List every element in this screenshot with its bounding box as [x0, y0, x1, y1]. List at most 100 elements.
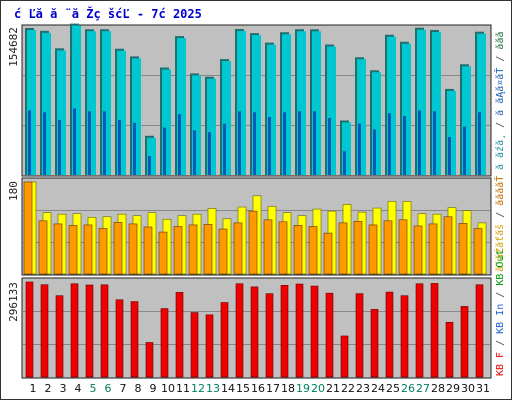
legend-entry: ă ăĄă¤ăŤ: [493, 68, 506, 116]
legend-entry: ă ăźă¸: [494, 134, 506, 170]
pages-bar: [252, 35, 261, 175]
day-label: 6: [105, 382, 112, 395]
pages-bar: [162, 69, 171, 175]
visits-bar: [163, 127, 166, 175]
day-label: 13: [206, 382, 220, 395]
pages-bar: [372, 72, 381, 175]
bandwidth-bar: [475, 284, 484, 378]
bandwidth-bar: [100, 284, 109, 378]
visits-bar: [478, 112, 481, 175]
day-label: 22: [341, 382, 355, 395]
files-bar: [143, 226, 153, 275]
visits-bar: [358, 123, 361, 175]
day-label: 8: [135, 382, 142, 395]
pages-bar: [267, 44, 276, 176]
bandwidth-bar: [175, 292, 184, 378]
day-label: 10: [161, 382, 175, 395]
day-label: 3: [60, 382, 67, 395]
files-bar: [158, 231, 168, 275]
visits-bar: [463, 126, 466, 175]
day-label: 14: [221, 382, 235, 395]
bandwidth-bar: [295, 283, 304, 378]
day-label: 17: [266, 382, 280, 395]
files-bar: [293, 225, 303, 275]
chart-title: ć Ľă ă ¨ă Žç šćĽ - 7ć 2025: [14, 6, 202, 21]
visits-bar: [148, 155, 151, 175]
legend-entry: ă˘ăŻăťăš: [493, 224, 506, 272]
visits-bar: [418, 110, 421, 175]
pages-bar: [192, 75, 201, 175]
files-bar: [413, 225, 423, 275]
files-bar: [338, 222, 348, 275]
visits-bar: [43, 112, 46, 175]
day-label: 30: [461, 382, 475, 395]
pages-ymax-label: 154682: [7, 27, 20, 67]
bandwidth-bar: [445, 321, 454, 378]
side-legends: ă ăźă¸ / ă ăĄă¤ăŤ / ăăă ă˘ăŻăťăš / ăă­ăăŤ…: [493, 32, 506, 376]
visits-bar: [103, 111, 106, 175]
files-bar: [263, 219, 273, 275]
bandwidth-bar: [370, 309, 379, 378]
visits-bar: [268, 117, 271, 175]
pages-bar: [177, 38, 186, 175]
pages-bar: [312, 31, 321, 175]
legend-entry: ăăă: [494, 32, 506, 50]
files-bar: [323, 232, 333, 275]
files-bar: [368, 224, 378, 275]
files-bar: [398, 219, 408, 275]
bandwidth-bar: [460, 306, 469, 378]
files-bar: [428, 223, 438, 275]
day-label: 31: [476, 382, 490, 395]
day-label: 1: [30, 382, 37, 395]
bandwidth-bar: [415, 283, 424, 378]
visits-bar: [208, 132, 211, 175]
bandwidth-bar: [340, 335, 349, 378]
bandwidth-ymax-label: 296133: [7, 282, 20, 322]
visits-bar: [193, 130, 196, 175]
files-bar: [218, 228, 228, 275]
legend-entry: KB In: [495, 304, 506, 334]
hits-bars: [23, 181, 487, 275]
bandwidth-bar: [325, 292, 334, 378]
day-label: 26: [401, 382, 415, 395]
visits-bar: [118, 119, 121, 175]
legend-separator: /: [495, 334, 506, 352]
hits-ymax-label: 180: [7, 181, 20, 201]
visits-bar: [178, 114, 181, 175]
files-bar: [68, 225, 78, 275]
legend-separator: /: [495, 116, 506, 134]
bandwidth-bar: [220, 302, 229, 378]
bandwidth-bar: [130, 301, 139, 378]
pages-bars: [25, 23, 486, 176]
visits-bar: [223, 123, 226, 175]
pages-bar: [402, 43, 411, 175]
bandwidth-bar: [205, 314, 214, 378]
visits-bar: [448, 136, 451, 175]
pages-bar: [327, 46, 336, 175]
visits-bar: [253, 112, 256, 175]
pages-bar: [132, 58, 141, 175]
files-bar: [128, 223, 138, 275]
visits-bar: [238, 111, 241, 175]
files-bar: [23, 181, 33, 275]
day-label: 12: [191, 382, 205, 395]
day-label: 20: [311, 382, 325, 395]
pages-bar: [447, 90, 456, 175]
visits-bar: [343, 151, 346, 175]
legend-separator: /: [495, 50, 506, 68]
day-label: 11: [176, 382, 190, 395]
files-bar: [83, 224, 93, 275]
files-bar: [53, 223, 63, 275]
pages-bar: [282, 34, 291, 175]
day-label: 29: [446, 382, 460, 395]
pages-bar: [207, 78, 216, 175]
day-label: 16: [251, 382, 265, 395]
files-bar: [233, 222, 243, 275]
pages-bar: [432, 31, 441, 175]
files-bar: [188, 224, 198, 275]
visits-bar: [73, 108, 76, 175]
visits-bar: [88, 111, 91, 175]
visits-bar: [313, 111, 316, 175]
files-bar: [383, 220, 393, 275]
